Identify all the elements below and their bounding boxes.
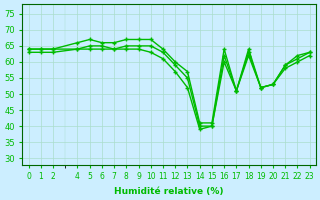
X-axis label: Humidité relative (%): Humidité relative (%) <box>114 187 224 196</box>
